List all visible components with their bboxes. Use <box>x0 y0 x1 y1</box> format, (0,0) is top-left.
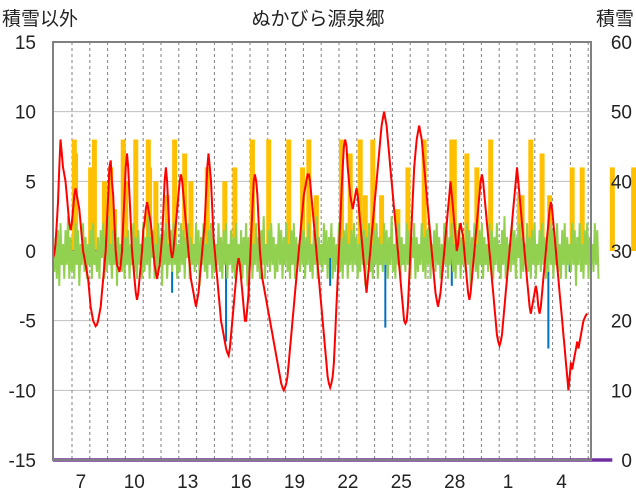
precip-bar <box>101 181 107 251</box>
x-tick-label: 1 <box>503 472 514 493</box>
precip-bar <box>153 181 159 251</box>
precip-bar <box>370 139 376 251</box>
precip-neg-bar <box>547 251 550 349</box>
precip-bar <box>539 153 545 251</box>
precip-bar <box>88 167 94 251</box>
left-tick-label: -15 <box>9 451 36 472</box>
x-tick-label: 25 <box>391 472 412 493</box>
plot-border <box>52 41 592 461</box>
precip-bar <box>108 167 114 251</box>
precip-bar <box>405 167 411 251</box>
right-tick-label: 40 <box>611 172 632 193</box>
precip-bar <box>609 167 615 251</box>
precip-bar <box>133 139 139 251</box>
precip-bar <box>306 139 312 251</box>
precip-bar <box>347 153 353 251</box>
left-tick-label: 5 <box>25 172 36 193</box>
x-tick-label: 4 <box>556 472 567 493</box>
precip-bar <box>528 139 534 251</box>
precip-bar <box>362 195 368 251</box>
right-tick-label: 20 <box>611 312 632 333</box>
x-tick-label: 22 <box>337 472 358 493</box>
precip-bar <box>91 139 97 251</box>
chart-title: ぬかびら源泉郷 <box>251 8 384 30</box>
right-tick-label: 30 <box>611 242 632 263</box>
precip-bar <box>379 195 385 251</box>
precip-neg-bar <box>384 251 387 328</box>
precip-bar <box>188 181 194 251</box>
precip-bar <box>451 139 457 251</box>
precip-bar <box>421 139 427 251</box>
precip-bar <box>222 181 228 251</box>
left-tick-label: -5 <box>19 312 36 333</box>
precip-neg-bar <box>329 251 332 286</box>
x-tick-label: 16 <box>231 472 252 493</box>
left-tick-label: 15 <box>15 33 36 54</box>
precip-bar <box>631 167 636 251</box>
precip-neg-bar <box>225 251 228 342</box>
left-tick-label: -10 <box>9 381 36 402</box>
precip-bar <box>73 153 79 251</box>
temperature-line <box>52 111 588 393</box>
precip-bar <box>147 167 153 251</box>
right-tick-label: 0 <box>621 451 632 472</box>
right-tick-label: 10 <box>611 381 632 402</box>
precip-bar <box>172 139 178 251</box>
x-tick-label: 19 <box>284 472 305 493</box>
left-tick-label: 0 <box>25 242 36 263</box>
precip-bar <box>488 139 494 251</box>
precip-bar <box>474 167 480 251</box>
precip-bar <box>204 167 210 251</box>
precip-bar <box>266 139 272 251</box>
precip-bar <box>357 139 363 251</box>
wind-line <box>52 216 600 286</box>
precip-bar <box>464 153 470 251</box>
precip-bar <box>164 195 170 251</box>
x-tick-label: 7 <box>76 472 87 493</box>
precip-neg-bar <box>450 251 453 286</box>
precip-bar <box>395 209 401 251</box>
x-tick-label: 13 <box>177 472 198 493</box>
x-tick-label: 28 <box>444 472 465 493</box>
x-tick-label: 10 <box>124 472 145 493</box>
left-axis-label: 積雪以外 <box>2 8 78 30</box>
left-tick-label: 10 <box>15 103 36 124</box>
precip-bar <box>579 167 585 251</box>
precip-bar <box>286 139 292 251</box>
right-tick-label: 50 <box>611 103 632 124</box>
right-tick-label: 60 <box>611 33 632 54</box>
precip-bar <box>120 139 126 251</box>
precip-bar <box>569 167 575 251</box>
precip-bar <box>123 181 129 251</box>
precip-bar <box>232 167 238 251</box>
right-axis-label: 積雪 <box>596 8 634 30</box>
